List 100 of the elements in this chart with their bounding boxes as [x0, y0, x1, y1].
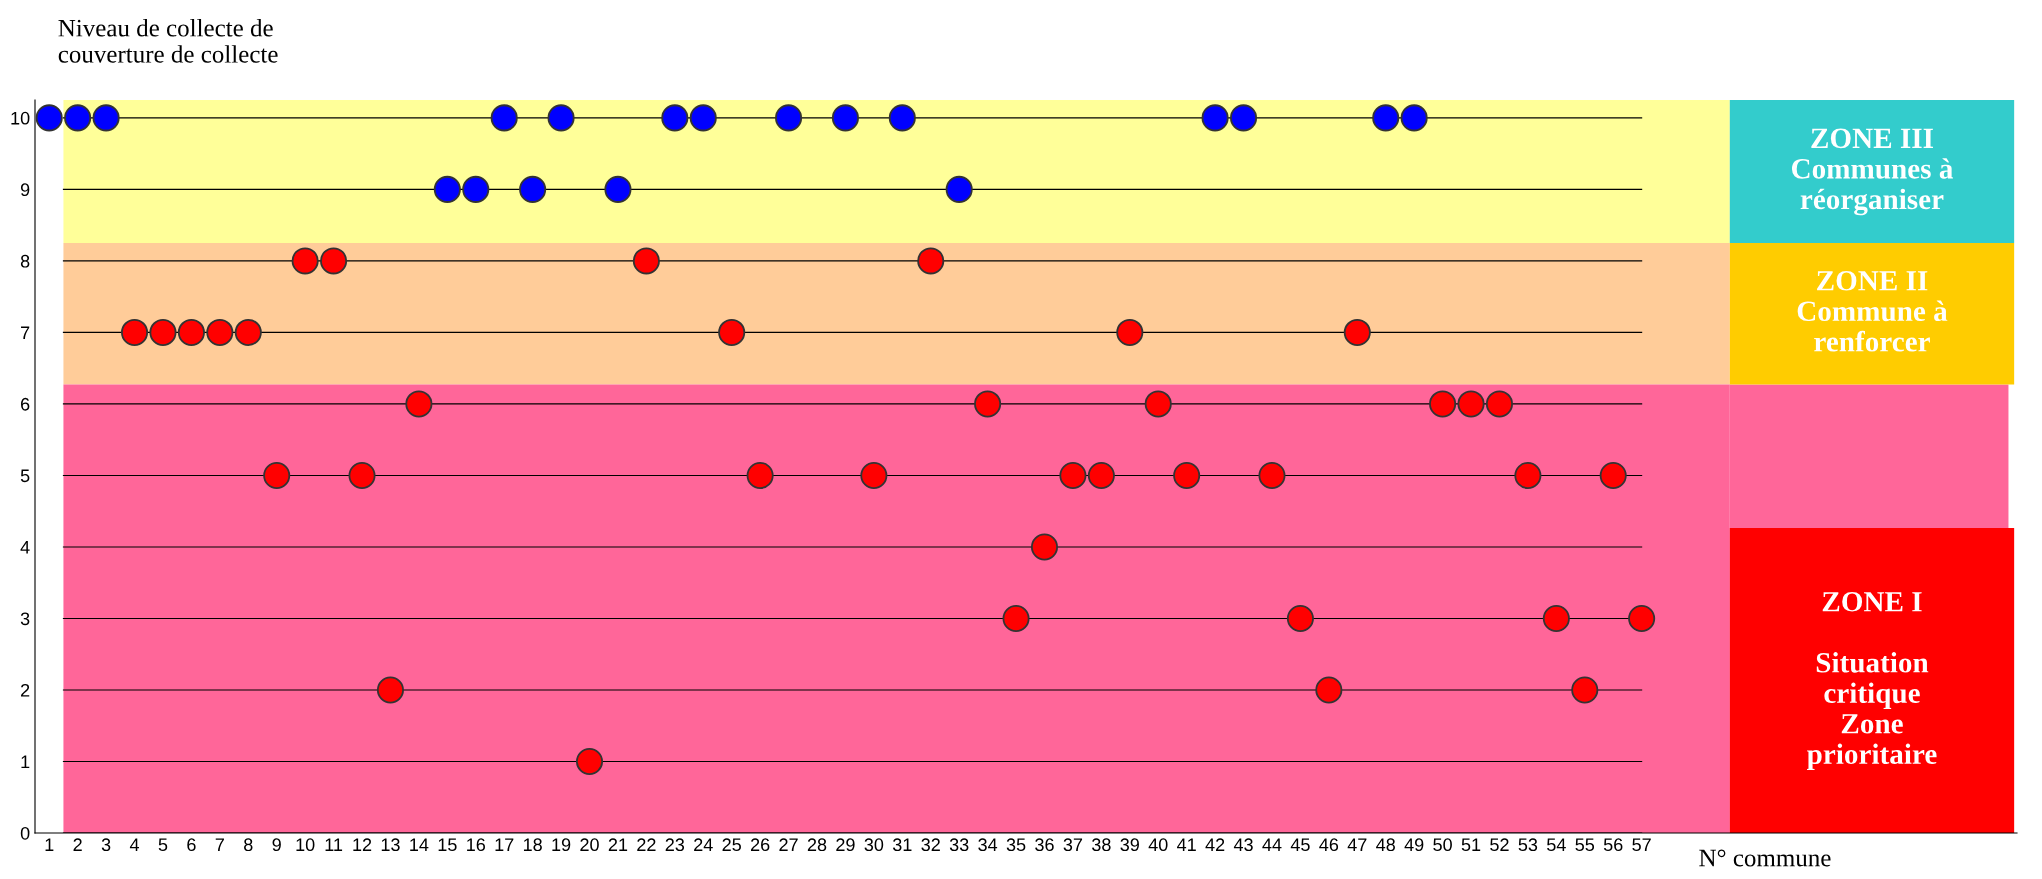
x-tick-label: 53: [1518, 838, 1538, 852]
x-tick-label: 12: [353, 838, 372, 851]
x-tick-label: 1: [45, 838, 54, 851]
point: [1485, 390, 1513, 418]
point: [1087, 461, 1115, 489]
x-tick-label: 6: [187, 838, 196, 852]
point: [1599, 461, 1627, 489]
point: [519, 175, 547, 203]
band-label: ZONE III Communes à réorganiser: [1791, 128, 1953, 216]
point: [746, 461, 774, 489]
point: [974, 390, 1002, 418]
x-tick-label: 55: [1575, 838, 1595, 852]
point: [234, 318, 262, 346]
x-tick-label: 26: [750, 838, 770, 852]
x-tick-label: 41: [1177, 838, 1196, 851]
y-tick-label: 7: [21, 326, 30, 339]
x-tick-label: 18: [523, 838, 542, 852]
x-tick-label: 28: [807, 838, 827, 852]
point: [121, 318, 149, 346]
x-tick-label: 39: [1120, 838, 1139, 852]
x-tick-label: 15: [438, 838, 457, 852]
x-tick-label: 21: [608, 838, 628, 851]
point: [149, 318, 177, 346]
point: [1201, 104, 1229, 132]
text: ZONE I Situation critique Zone prioritaire: [1807, 592, 1937, 771]
point: [263, 461, 291, 489]
x-tick-label: 19: [552, 838, 571, 852]
x-tick-label: 44: [1262, 838, 1282, 851]
x-tick-label: 40: [1148, 838, 1168, 852]
point: [291, 247, 319, 275]
x-tick-label: 11: [325, 838, 343, 851]
point: [1258, 461, 1286, 489]
point: [1571, 676, 1599, 704]
point: [206, 318, 234, 346]
y-tick-label: 5: [20, 469, 30, 483]
x-tick-label: 42: [1205, 838, 1225, 851]
point: [1514, 461, 1542, 489]
point: [917, 247, 945, 275]
point: [1230, 104, 1258, 132]
x-tick-label: 45: [1290, 838, 1310, 852]
point: [604, 175, 632, 203]
y-tick-label: 2: [21, 683, 30, 697]
x-tick-label: 35: [1006, 838, 1026, 852]
x-tick-label: 48: [1376, 838, 1395, 852]
x-tick-label: 43: [1233, 838, 1253, 852]
point: [348, 461, 376, 489]
point: [661, 104, 689, 132]
x-tick-label: 25: [722, 838, 741, 852]
point: [177, 318, 205, 346]
point: [1315, 676, 1343, 704]
x-tick-label: 5: [158, 838, 168, 852]
x-tick-label: 2: [73, 838, 82, 851]
y-tick-label: 0: [20, 826, 30, 840]
x-tick-label: 8: [244, 838, 253, 852]
point: [1343, 318, 1371, 346]
x-tick-label: 36: [1035, 838, 1054, 852]
x-tick-label: 3: [101, 838, 111, 852]
x-tick-label: 4: [129, 838, 140, 851]
point: [945, 175, 973, 203]
point: [575, 747, 604, 776]
y-tick-label: 4: [20, 541, 30, 554]
x-tick-label: 57: [1632, 838, 1651, 852]
x-tick-label: 29: [836, 838, 855, 852]
point: [1059, 461, 1087, 489]
x-tick-label: 31: [892, 838, 912, 852]
x-tick-label: 27: [779, 838, 798, 851]
point: [64, 104, 92, 132]
x-tick-label: 32: [921, 838, 940, 852]
point: [888, 104, 916, 132]
point: [1286, 604, 1314, 632]
x-tick-label: 56: [1603, 838, 1623, 852]
point: [92, 104, 120, 132]
y-tick-label: 3: [20, 612, 30, 626]
point: [1116, 318, 1144, 346]
point: [1002, 604, 1030, 632]
x-tick-label: 37: [1063, 838, 1083, 852]
x-tick-label: 33: [949, 838, 969, 852]
point: [632, 247, 660, 275]
point: [1030, 533, 1059, 561]
y-tick-label: 8: [20, 254, 30, 268]
x-tick-label: 9: [272, 838, 281, 852]
point: [1628, 604, 1656, 632]
x-tick-label: 52: [1490, 838, 1509, 852]
point: [35, 104, 63, 132]
x-tick-label: 49: [1404, 838, 1424, 852]
x-tick-label: 54: [1547, 838, 1566, 852]
x-tick-label: 38: [1092, 838, 1111, 852]
y-axis-title: Niveau de collecte de couverture de collecte: [58, 19, 278, 63]
point: [1372, 104, 1400, 132]
y-tick-label: 6: [21, 397, 30, 411]
x-axis-title: N° commune: [1699, 849, 1831, 867]
point: [775, 104, 803, 132]
x-tick-label: 20: [580, 838, 599, 852]
point: [405, 390, 433, 418]
x-tick-label: 51: [1461, 838, 1481, 852]
point: [320, 247, 348, 275]
y-tick-label: 1: [21, 755, 30, 769]
point: [718, 318, 746, 346]
x-tick-label: 13: [381, 838, 400, 852]
point: [433, 175, 461, 203]
